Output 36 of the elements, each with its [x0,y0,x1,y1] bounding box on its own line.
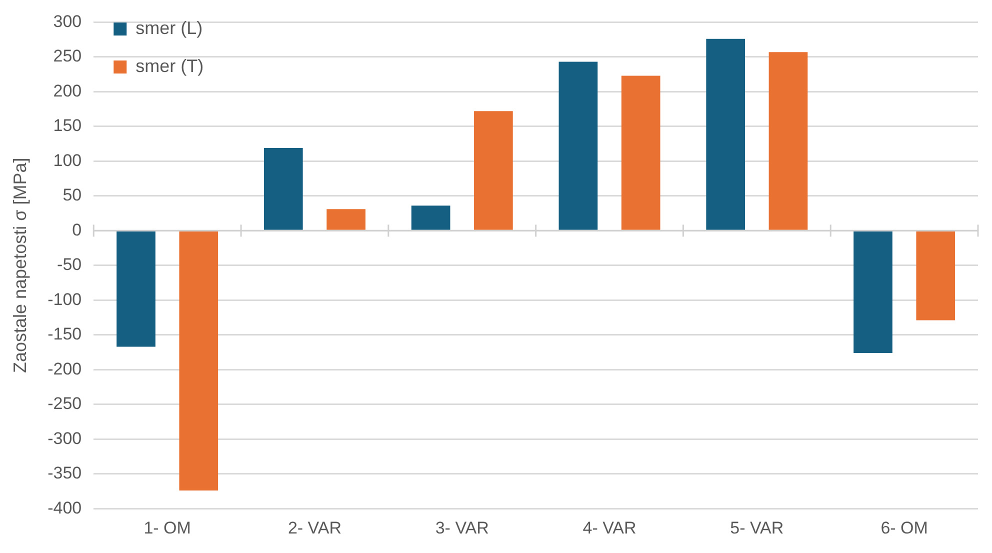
x-tick-label: 2- VAR [288,518,342,538]
y-tick-label: 300 [53,12,82,31]
legend-label: smer (L) [136,18,203,38]
x-tick-label: 3- VAR [435,518,489,538]
bar [558,62,598,230]
bar [179,231,218,491]
y-tick-label: 200 [53,81,82,100]
y-tick-label: 50 [62,186,82,205]
y-tick-label: -50 [57,255,82,274]
x-tick-label: 1- OM [144,518,191,538]
bar [621,76,660,230]
y-tick-label: -350 [48,464,82,483]
y-tick-label: 250 [53,46,82,66]
bar [264,148,303,230]
y-tick-label: -200 [48,359,82,378]
y-tick-label: -250 [48,394,82,414]
y-tick-label: -300 [48,428,82,448]
bar [116,231,156,347]
y-tick-label: -400 [48,498,82,518]
y-tick-label: 0 [72,220,82,240]
bar [474,111,513,230]
x-tick-label: 6- OM [880,518,928,538]
y-tick-label: -150 [48,324,82,344]
x-tick-label: 4- VAR [582,518,636,538]
bar [854,231,892,353]
y-tick-label: -100 [48,290,82,309]
bar [326,209,366,230]
y-tick-label: 100 [53,150,82,170]
y-tick-label: 150 [53,116,82,136]
y-axis-title: Zaostale napetosti σ [MPa] [10,158,30,374]
bar [411,206,450,230]
bar [706,38,746,230]
bar [916,231,956,320]
x-tick-label: 5- VAR [730,518,784,538]
legend-label: smer (T) [136,56,204,76]
bar [768,52,808,230]
